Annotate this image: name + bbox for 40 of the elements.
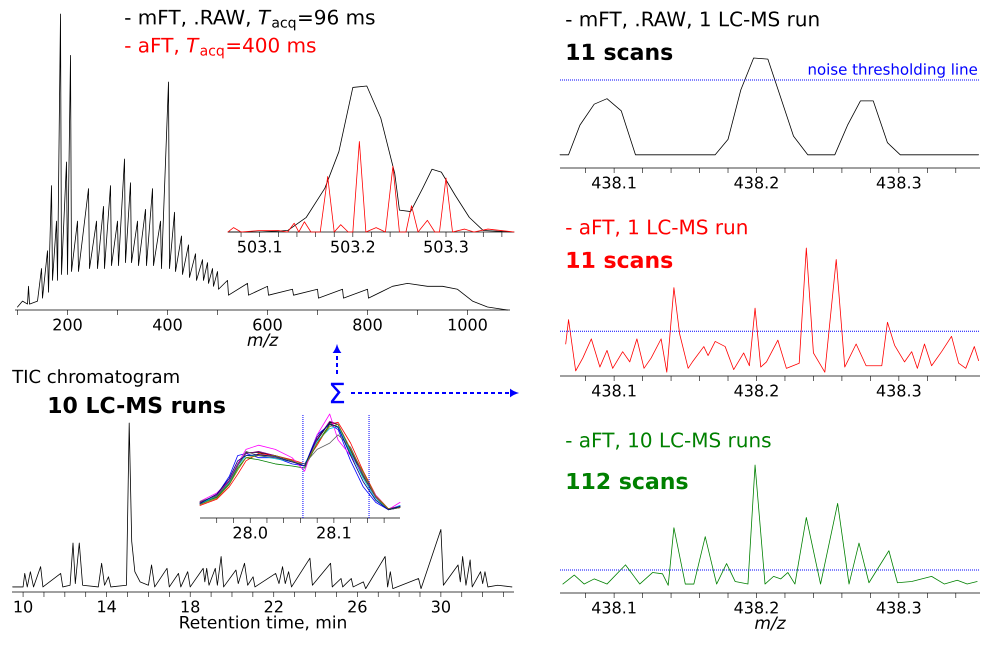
x-tick-label: 503.3 <box>424 240 468 253</box>
x-tick-label: 438.3 <box>876 384 920 397</box>
x-tick-label: 438.2 <box>734 384 778 397</box>
x-axis-title: m/z <box>755 616 786 630</box>
x-tick-label: 438.1 <box>592 176 636 189</box>
text: - aFT, 1 LC-MS run <box>566 219 747 237</box>
text: Σ <box>330 382 344 404</box>
text: - mFT, .RAW, 1 LC-MS run <box>566 11 818 29</box>
x-tick-label: 438.1 <box>592 602 636 614</box>
chart-subtitle: 10 LC-MS runs <box>50 396 225 414</box>
x-tick-label: 14 <box>98 600 116 612</box>
series-label: - aFT, 10 LC-MS runs <box>566 432 771 450</box>
x-tick-label: 10 <box>14 600 32 613</box>
x-tick-label: 438.2 <box>734 176 778 189</box>
x-tick-label: 600 <box>253 318 282 331</box>
x-tick-label: 438.1 <box>592 384 636 397</box>
x-tick-label: 18 <box>182 600 200 613</box>
x-tick-label: 28.0 <box>234 526 267 539</box>
x-tick-label: 1000 <box>448 318 487 331</box>
x-tick-label: 200 <box>53 318 82 331</box>
x-tick-label: 503.2 <box>331 240 374 253</box>
ref-line-label: noise thresholding line <box>808 63 978 78</box>
chart-subtitle: 11 scans <box>568 252 672 268</box>
x-axis-title: Retention time, min <box>180 615 346 630</box>
text: - mFT, .RAW, T$_{acq}$=96 ms <box>125 10 375 30</box>
chart-subtitle: 112 scans <box>568 472 688 490</box>
x-tick-label: 30 <box>432 600 450 613</box>
x-tick-label: 438.3 <box>876 176 920 189</box>
text: - aFT, T$_{acq}$=400 ms <box>125 38 316 58</box>
chart-title: TIC chromatogram <box>12 369 179 387</box>
x-tick-label: 26 <box>348 600 366 613</box>
x-tick-label: 503.1 <box>238 240 282 253</box>
x-axis-title: m/z <box>247 334 278 348</box>
x-tick-label: 438.3 <box>876 602 920 614</box>
x-tick-label: 800 <box>353 318 382 331</box>
x-tick-label: 22 <box>264 600 282 612</box>
x-tick-label: 438.2 <box>734 602 778 614</box>
x-tick-label: 28.1 <box>317 526 350 539</box>
x-tick-label: 400 <box>153 318 182 331</box>
chart-subtitle: 11 scans <box>568 44 672 60</box>
